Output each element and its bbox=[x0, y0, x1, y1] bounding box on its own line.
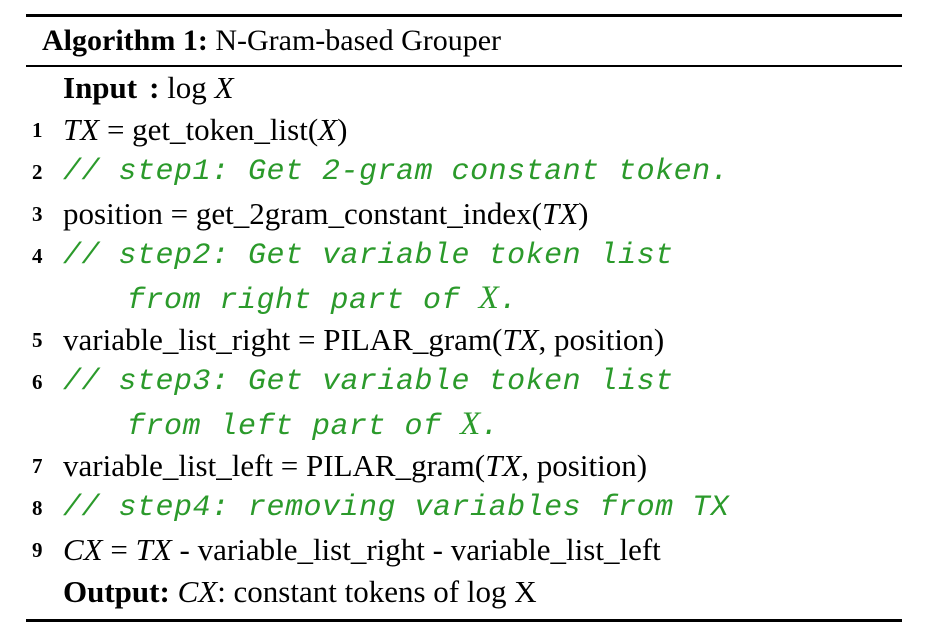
output-line: Output: CX: constant tokens of log X bbox=[26, 571, 902, 613]
comment-text: // step3: Get variable token list bbox=[63, 364, 674, 399]
math-var: TX bbox=[485, 447, 522, 483]
input-keyword: Input bbox=[63, 69, 138, 105]
math-var: CX bbox=[63, 531, 103, 567]
math-var: TX bbox=[502, 321, 539, 357]
math-var: TX bbox=[63, 111, 100, 147]
line-number: 6 bbox=[32, 369, 43, 394]
output-text: : constant tokens of log X bbox=[217, 573, 537, 609]
output-keyword: Output: bbox=[63, 573, 170, 609]
comment-text: // step4: removing variables from TX bbox=[63, 490, 730, 525]
code-text: position = get_2gram_constant_index( bbox=[63, 195, 542, 231]
math-var: TX bbox=[135, 531, 172, 567]
math-var: TX bbox=[541, 195, 579, 231]
algorithm-line-1: 1 TX = get_token_list(X) bbox=[26, 109, 902, 151]
comment-text: from right part of bbox=[127, 283, 479, 318]
code-text: ) bbox=[578, 195, 589, 231]
algorithm-line-9: 9 CX = TX - variable_list_right - variab… bbox=[26, 529, 902, 571]
algorithm-line-6-continued: from left part of X. bbox=[26, 403, 902, 445]
comment-text: . bbox=[499, 283, 518, 318]
comment-text: . bbox=[480, 409, 500, 444]
algorithm-line-2: 2 // step1: Get 2-gram constant token. bbox=[26, 151, 902, 193]
line-number: 3 bbox=[32, 201, 43, 226]
input-line: Input: log X bbox=[26, 67, 902, 109]
code-text: variable_list_right = PILAR_gram( bbox=[63, 321, 503, 357]
math-var: X bbox=[318, 111, 338, 147]
code-text: , position) bbox=[538, 321, 665, 357]
top-rule bbox=[26, 14, 902, 17]
caption-rule bbox=[26, 65, 902, 67]
code-text: = get_token_list( bbox=[99, 111, 319, 147]
code-text: , position) bbox=[521, 447, 648, 483]
line-number: 7 bbox=[32, 453, 43, 478]
algorithm-caption: Algorithm 1: N-Gram-based Grouper bbox=[26, 17, 902, 65]
algorithm-line-4-continued: from right part of X. bbox=[26, 277, 902, 319]
algorithm-title: N-Gram-based Grouper bbox=[215, 24, 502, 57]
algorithm-line-3: 3 position = get_2gram_constant_index(TX… bbox=[26, 193, 902, 235]
line-number: 4 bbox=[32, 243, 43, 268]
comment-text: // step1: Get 2-gram constant token. bbox=[63, 154, 730, 189]
line-number: 1 bbox=[32, 117, 43, 142]
comment-text: from left part of bbox=[127, 409, 461, 444]
line-number: 8 bbox=[32, 495, 43, 520]
input-text: log bbox=[167, 69, 207, 105]
algorithm-line-6: 6 // step3: Get variable token list bbox=[26, 361, 902, 403]
algorithm-label: Algorithm 1: bbox=[42, 24, 208, 57]
algorithm-line-8: 8 // step4: removing variables from TX bbox=[26, 487, 902, 529]
code-text: variable_list_left = PILAR_gram( bbox=[63, 447, 486, 483]
code-text: - variable_list_right - variable_list_le… bbox=[171, 531, 661, 567]
line-number: 9 bbox=[32, 537, 43, 562]
bottom-rule bbox=[26, 618, 902, 622]
algorithm-line-7: 7 variable_list_left = PILAR_gram(TX, po… bbox=[26, 445, 902, 487]
algorithm-line-5: 5 variable_list_right = PILAR_gram(TX, p… bbox=[26, 319, 902, 361]
math-var: X bbox=[460, 405, 481, 442]
algorithm-line-4: 4 // step2: Get variable token list bbox=[26, 235, 902, 277]
input-var: X bbox=[214, 69, 234, 105]
comment-text: // step2: Get variable token list bbox=[63, 238, 674, 273]
math-var: X bbox=[478, 279, 500, 316]
output-var: CX bbox=[177, 573, 218, 609]
input-colon: : bbox=[149, 69, 160, 105]
code-text: ) bbox=[337, 111, 348, 147]
line-number: 5 bbox=[32, 327, 43, 352]
code-text: = bbox=[102, 531, 136, 567]
line-number: 2 bbox=[32, 159, 43, 184]
algorithm-box: Algorithm 1: N-Gram-based Grouper Input:… bbox=[26, 14, 902, 622]
